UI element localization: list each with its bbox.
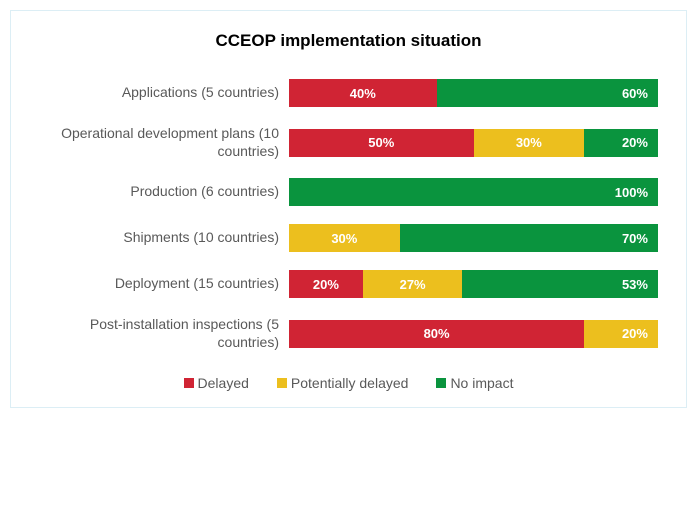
chart-row: Applications (5 countries) 40% 60% — [39, 79, 658, 107]
chart-body: Applications (5 countries) 40% 60% Operatio… — [39, 79, 658, 351]
row-label: Production (6 countries) — [39, 183, 289, 201]
bar-segment-potentially_delayed: 20% — [584, 320, 658, 348]
bar-segment-potentially_delayed: 30% — [474, 129, 585, 157]
segment-value-label: 60% — [622, 86, 648, 101]
bar-segment-potentially_delayed: 27% — [363, 270, 463, 298]
segment-value-label: 30% — [331, 231, 357, 246]
segment-value-label: 20% — [622, 326, 648, 341]
legend-swatch — [277, 378, 287, 388]
bar-segment-no_impact: 70% — [400, 224, 658, 252]
row-label: Deployment (15 countries) — [39, 275, 289, 293]
bar-track: 20% 27% 53% — [289, 270, 658, 298]
segment-value-label: 20% — [622, 135, 648, 150]
chart-row: Shipments (10 countries) 30% 70% — [39, 224, 658, 252]
bar-segment-delayed: 80% — [289, 320, 584, 348]
chart-row: Production (6 countries) 100% — [39, 178, 658, 206]
row-label: Operational development plans (10 countr… — [39, 125, 289, 160]
chart-row: Post-installation inspections (5 countri… — [39, 316, 658, 351]
chart-legend: Delayed Potentially delayed No impact — [39, 375, 658, 391]
segment-value-label: 70% — [622, 231, 648, 246]
bar-segment-no_impact: 20% — [584, 129, 658, 157]
bar-segment-no_impact: 100% — [289, 178, 658, 206]
chart-row: Deployment (15 countries) 20% 27% 53% — [39, 270, 658, 298]
chart-title: CCEOP implementation situation — [39, 31, 658, 51]
bar-track: 40% 60% — [289, 79, 658, 107]
legend-label: No impact — [450, 375, 513, 391]
bar-track: 50% 30% 20% — [289, 129, 658, 157]
segment-value-label: 30% — [516, 135, 542, 150]
legend-item-no_impact: No impact — [436, 375, 513, 391]
bar-track: 30% 70% — [289, 224, 658, 252]
bar-track: 80% 20% — [289, 320, 658, 348]
segment-value-label: 80% — [424, 326, 450, 341]
bar-segment-potentially_delayed: 30% — [289, 224, 400, 252]
legend-swatch — [436, 378, 446, 388]
bar-segment-no_impact: 60% — [437, 79, 658, 107]
bar-segment-delayed: 20% — [289, 270, 363, 298]
legend-item-potentially_delayed: Potentially delayed — [277, 375, 409, 391]
segment-value-label: 100% — [615, 185, 648, 200]
row-label: Shipments (10 countries) — [39, 229, 289, 247]
bar-segment-no_impact: 53% — [462, 270, 658, 298]
bar-segment-delayed: 40% — [289, 79, 437, 107]
row-label: Post-installation inspections (5 countri… — [39, 316, 289, 351]
segment-value-label: 27% — [400, 277, 426, 292]
chart-container: CCEOP implementation situation Applicati… — [10, 10, 687, 408]
legend-swatch — [184, 378, 194, 388]
segment-value-label: 50% — [368, 135, 394, 150]
segment-value-label: 40% — [350, 86, 376, 101]
legend-item-delayed: Delayed — [184, 375, 249, 391]
segment-value-label: 53% — [622, 277, 648, 292]
legend-label: Delayed — [198, 375, 249, 391]
bar-track: 100% — [289, 178, 658, 206]
row-label: Applications (5 countries) — [39, 84, 289, 102]
bar-segment-delayed: 50% — [289, 129, 474, 157]
legend-label: Potentially delayed — [291, 375, 409, 391]
segment-value-label: 20% — [313, 277, 339, 292]
chart-row: Operational development plans (10 countr… — [39, 125, 658, 160]
